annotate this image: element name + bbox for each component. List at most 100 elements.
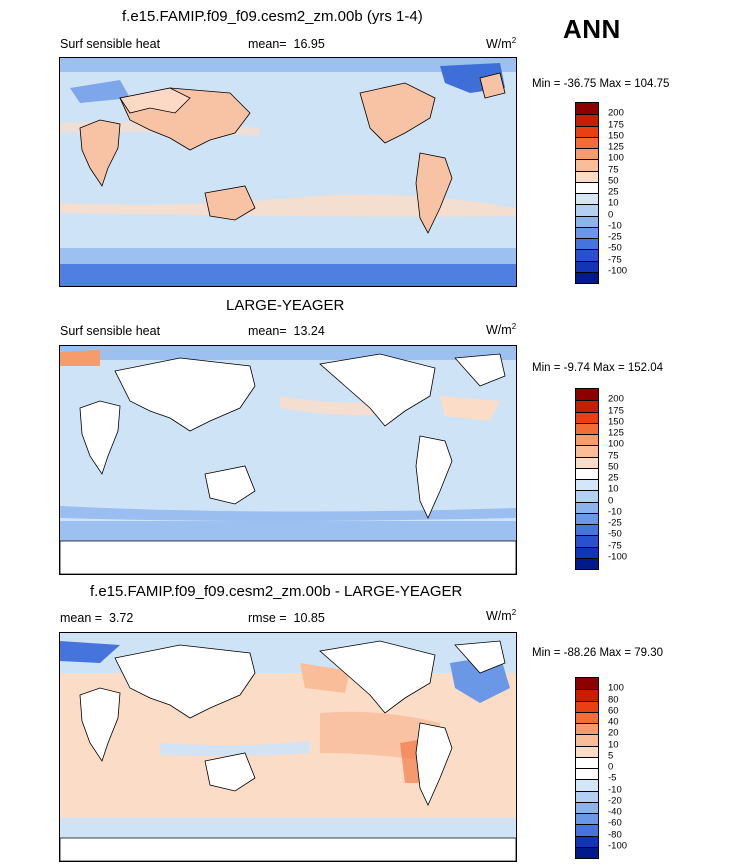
panel-1-map-svg (60, 58, 516, 286)
panel-3-mean-label: mean = (60, 611, 103, 625)
colorbar-tick-label: 0 (608, 495, 614, 506)
colorbar-swatch (576, 779, 598, 791)
colorbar-swatch (576, 790, 598, 802)
colorbar-tick-label: -100 (608, 265, 628, 277)
panel-3-units-base: W/m (486, 609, 512, 624)
colorbar-swatch (576, 557, 598, 569)
panel-2-map-svg (60, 346, 516, 574)
colorbar-tick-label: 200 (608, 107, 624, 119)
colorbar-tick-label: -100 (608, 551, 628, 563)
panel-1-variable: Surf sensible heat (60, 37, 161, 51)
colorbar-tick-label: 50 (608, 175, 619, 187)
panel-1-units-exp: 2 (511, 36, 517, 45)
colorbar-swatch (576, 479, 598, 491)
panel-2-minmax: Min = -9.74 Max = 152.04 (532, 362, 664, 374)
colorbar-swatch (576, 400, 598, 412)
colorbar-tick-label: -75 (608, 540, 622, 551)
colorbar-swatch (576, 193, 598, 205)
colorbar-swatch (576, 271, 598, 283)
colorbar-swatch (576, 546, 598, 558)
colorbar-swatch (576, 846, 598, 858)
colorbar-swatch (576, 226, 598, 238)
colorbar-tick-label: 100 (608, 152, 624, 164)
colorbar-swatch (576, 689, 598, 701)
colorbar-swatch (576, 260, 598, 272)
colorbar-swatch (576, 411, 598, 423)
colorbar-tick-label: 40 (608, 716, 619, 728)
panel-2-mean-value: 13.24 (293, 324, 325, 338)
colorbar-swatch (576, 801, 598, 813)
panel-1-units-base: W/m (486, 37, 512, 52)
panel-2-title: LARGE-YEAGER (226, 297, 345, 314)
colorbar-tick-label: 10 (608, 739, 619, 750)
panel-3-colorbar-ticks: 100 80 60 40 20 10 5 0 -5 -10 -20 -40 -60 -80 -100 (608, 677, 648, 857)
panel-3-rmse-label: rmse = (248, 611, 287, 625)
colorbar-swatch (576, 249, 598, 261)
colorbar-tick-label: -10 (608, 220, 622, 232)
colorbar-tick-label: 0 (608, 209, 614, 220)
panel-3-map-svg (60, 633, 516, 861)
colorbar-tick-label: -10 (608, 784, 622, 795)
colorbar-swatch (576, 148, 598, 160)
colorbar-swatch (576, 125, 598, 137)
panel-1-mean-label: mean= (248, 37, 287, 51)
colorbar-tick-label: 50 (608, 461, 619, 473)
colorbar-tick-label: -5 (608, 772, 617, 784)
colorbar-swatch (576, 700, 598, 712)
colorbar-tick-label: -50 (608, 242, 622, 254)
colorbar-tick-label: 150 (608, 416, 624, 428)
colorbar-swatch (576, 114, 598, 126)
panel-3-title: f.e15.FAMIP.f09_f09.cesm2_zm.00b - LARGE… (90, 583, 463, 600)
panel-3-colorbar (575, 677, 599, 859)
colorbar-swatch (576, 824, 598, 836)
panel-3-rmse: rmse = 10.85 (248, 611, 325, 625)
colorbar-tick-label: -20 (608, 795, 622, 807)
colorbar-swatch (576, 181, 598, 193)
panel-1-colorbar (575, 102, 599, 284)
colorbar-tick-label: 150 (608, 130, 624, 142)
panel-2-map (59, 345, 517, 575)
colorbar-swatch (576, 159, 598, 171)
colorbar-swatch (576, 734, 598, 746)
colorbar-swatch (576, 103, 598, 115)
panel-1-mean: mean= 16.95 (248, 37, 325, 51)
colorbar-tick-label: -75 (608, 254, 622, 265)
colorbar-tick-label: 175 (608, 119, 624, 130)
panel-2-colorbar-ticks: 200 175 150 125 100 75 50 25 10 0 -10 -25 -50 -75 -100 (608, 388, 648, 568)
panel-2-mean-label: mean= (248, 324, 287, 338)
colorbar-tick-label: 100 (608, 682, 624, 694)
colorbar-swatch (576, 215, 598, 227)
colorbar-swatch (576, 501, 598, 513)
colorbar-swatch (576, 434, 598, 446)
panel-3-units-exp: 2 (511, 608, 517, 617)
colorbar-tick-label: 60 (608, 705, 619, 717)
colorbar-tick-label: 25 (608, 186, 619, 198)
colorbar-swatch (576, 524, 598, 536)
panel-3-units: W/m2 (486, 608, 516, 623)
colorbar-swatch (576, 813, 598, 825)
panel-2-units-base: W/m (486, 323, 512, 338)
panel-1-units: W/m2 (486, 36, 516, 51)
colorbar-swatch (576, 711, 598, 723)
colorbar-swatch (576, 756, 598, 768)
colorbar-tick-label: -80 (608, 829, 622, 840)
panel-2-units-exp: 2 (511, 322, 517, 331)
colorbar-tick-label: -10 (608, 506, 622, 518)
panel-2-mean: mean= 13.24 (248, 324, 325, 338)
panel-2-variable: Surf sensible heat (60, 324, 161, 338)
colorbar-swatch (576, 535, 598, 547)
panel-1-map (59, 57, 517, 287)
panel-1-colorbar-ticks: 200 175 150 125 100 75 50 25 10 0 -10 -25 -50 -75 -100 (608, 102, 648, 282)
colorbar-tick-label: 75 (608, 450, 619, 461)
colorbar-tick-label: -40 (608, 806, 622, 818)
panel-3-map (59, 632, 517, 862)
colorbar-tick-label: 25 (608, 472, 619, 484)
colorbar-swatch (576, 238, 598, 250)
colorbar-swatch (576, 467, 598, 479)
colorbar-tick-label: 125 (608, 141, 624, 153)
panel-1-mean-value: 16.95 (293, 37, 325, 51)
panel-3-mean: mean = 3.72 (60, 611, 133, 625)
colorbar-swatch (576, 170, 598, 182)
colorbar-swatch (576, 422, 598, 434)
colorbar-swatch (576, 445, 598, 457)
